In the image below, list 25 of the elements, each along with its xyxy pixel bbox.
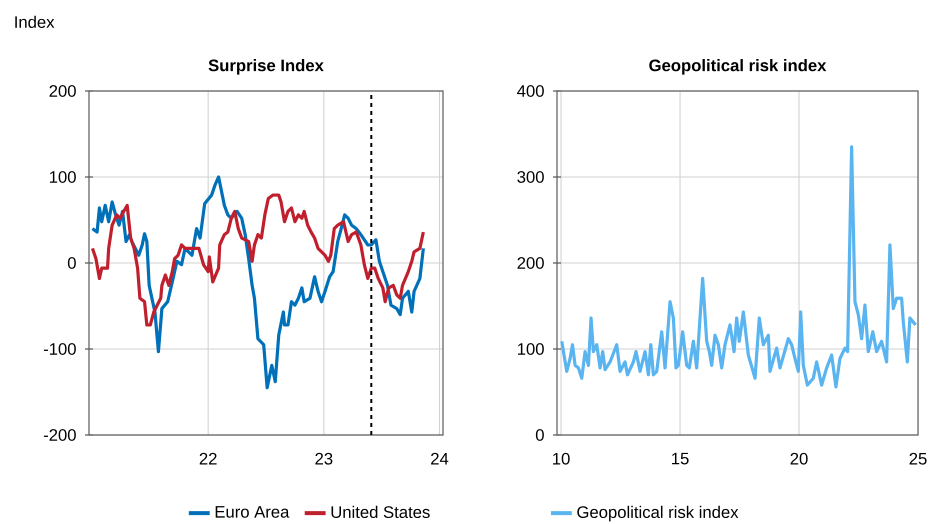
- y-tick-label: -200: [44, 429, 76, 441]
- y-tick-label: 200: [50, 85, 76, 97]
- legend-label: United States: [332, 506, 430, 518]
- x-tick-label: 20: [790, 452, 808, 465]
- y-tick-label: 100: [518, 343, 544, 355]
- y-tick-label: 300: [517, 171, 544, 183]
- x-tick-label: 15: [672, 452, 689, 464]
- y-tick-label: 100: [50, 171, 76, 183]
- y-tick-label: 200: [518, 257, 544, 269]
- y-tick-label: -100: [44, 343, 76, 355]
- line-series: [90, 175, 425, 390]
- chart-title: Geopolitical risk index: [649, 59, 826, 75]
- y-tick-label: 0: [68, 257, 76, 269]
- y-tick-label: 0: [536, 429, 544, 441]
- legend-label: Geopolitical risk index: [577, 506, 738, 522]
- line-series: [560, 145, 918, 388]
- x-tick-label: 22: [200, 452, 217, 464]
- x-tick-label: 24: [431, 452, 448, 464]
- legend-label: Euro Area: [216, 506, 290, 518]
- y-tick-label: 400: [517, 85, 544, 97]
- chart-title: Surprise Index: [208, 59, 324, 75]
- y-axis-title: Index: [15, 16, 54, 28]
- x-tick-label: 23: [315, 452, 332, 465]
- x-tick-label: 10: [553, 452, 570, 465]
- x-tick-label: 25: [910, 452, 927, 465]
